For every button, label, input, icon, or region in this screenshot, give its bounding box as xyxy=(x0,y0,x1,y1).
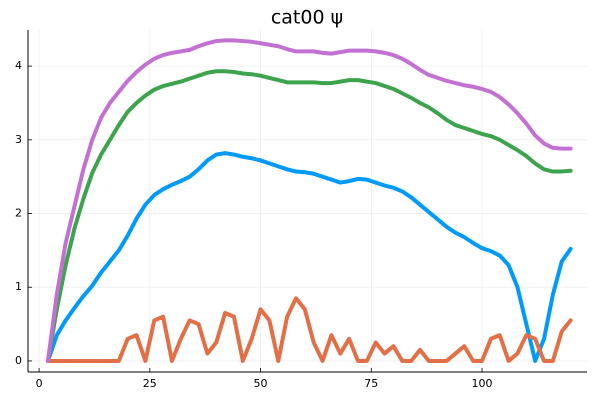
series-line xyxy=(45,151,573,363)
chart-title: cat00 ψ xyxy=(271,7,343,29)
y-tick-label: 2 xyxy=(15,207,22,220)
y-tick-label: 3 xyxy=(15,133,22,146)
x-tick-label: 50 xyxy=(254,377,268,390)
x-tick-label: 100 xyxy=(472,377,493,390)
x-tick-label: 0 xyxy=(36,377,43,390)
series-line xyxy=(45,296,573,363)
x-tick-label: 25 xyxy=(143,377,157,390)
series-line xyxy=(45,38,573,363)
y-tick-label: 0 xyxy=(15,354,22,367)
y-tick-label: 4 xyxy=(15,59,22,72)
y-tick-label: 1 xyxy=(15,280,22,293)
x-tick-label: 75 xyxy=(364,377,378,390)
series-line xyxy=(45,69,573,363)
